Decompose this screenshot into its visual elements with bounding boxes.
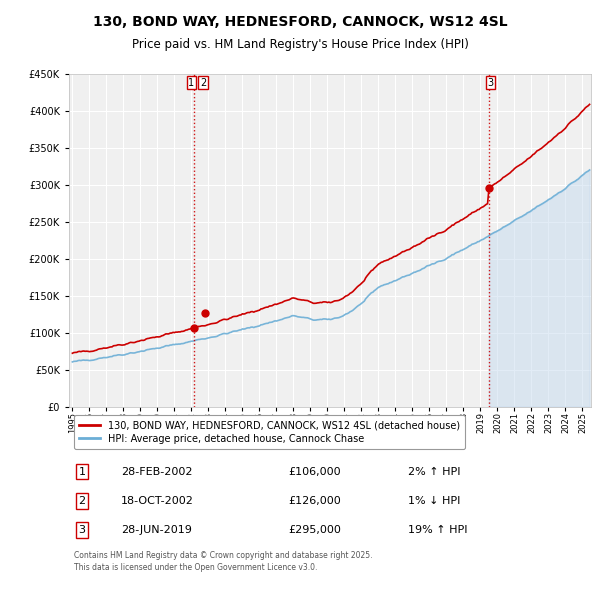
Text: 2% ↑ HPI: 2% ↑ HPI (409, 467, 461, 477)
Text: £295,000: £295,000 (288, 525, 341, 535)
Text: 1: 1 (188, 78, 194, 88)
Text: 19% ↑ HPI: 19% ↑ HPI (409, 525, 468, 535)
Legend: 130, BOND WAY, HEDNESFORD, CANNOCK, WS12 4SL (detached house), HPI: Average pric: 130, BOND WAY, HEDNESFORD, CANNOCK, WS12… (74, 415, 465, 448)
Text: 18-OCT-2002: 18-OCT-2002 (121, 496, 194, 506)
Text: 2: 2 (200, 78, 206, 88)
Text: £126,000: £126,000 (288, 496, 341, 506)
Text: 28-JUN-2019: 28-JUN-2019 (121, 525, 192, 535)
Text: 3: 3 (79, 525, 86, 535)
Text: 130, BOND WAY, HEDNESFORD, CANNOCK, WS12 4SL: 130, BOND WAY, HEDNESFORD, CANNOCK, WS12… (92, 15, 508, 29)
Text: 2: 2 (79, 496, 86, 506)
Text: Price paid vs. HM Land Registry's House Price Index (HPI): Price paid vs. HM Land Registry's House … (131, 38, 469, 51)
Text: 28-FEB-2002: 28-FEB-2002 (121, 467, 193, 477)
Text: Contains HM Land Registry data © Crown copyright and database right 2025.
This d: Contains HM Land Registry data © Crown c… (74, 550, 373, 572)
Text: 1% ↓ HPI: 1% ↓ HPI (409, 496, 461, 506)
Text: 3: 3 (487, 78, 494, 88)
Text: £106,000: £106,000 (288, 467, 341, 477)
Text: 1: 1 (79, 467, 86, 477)
